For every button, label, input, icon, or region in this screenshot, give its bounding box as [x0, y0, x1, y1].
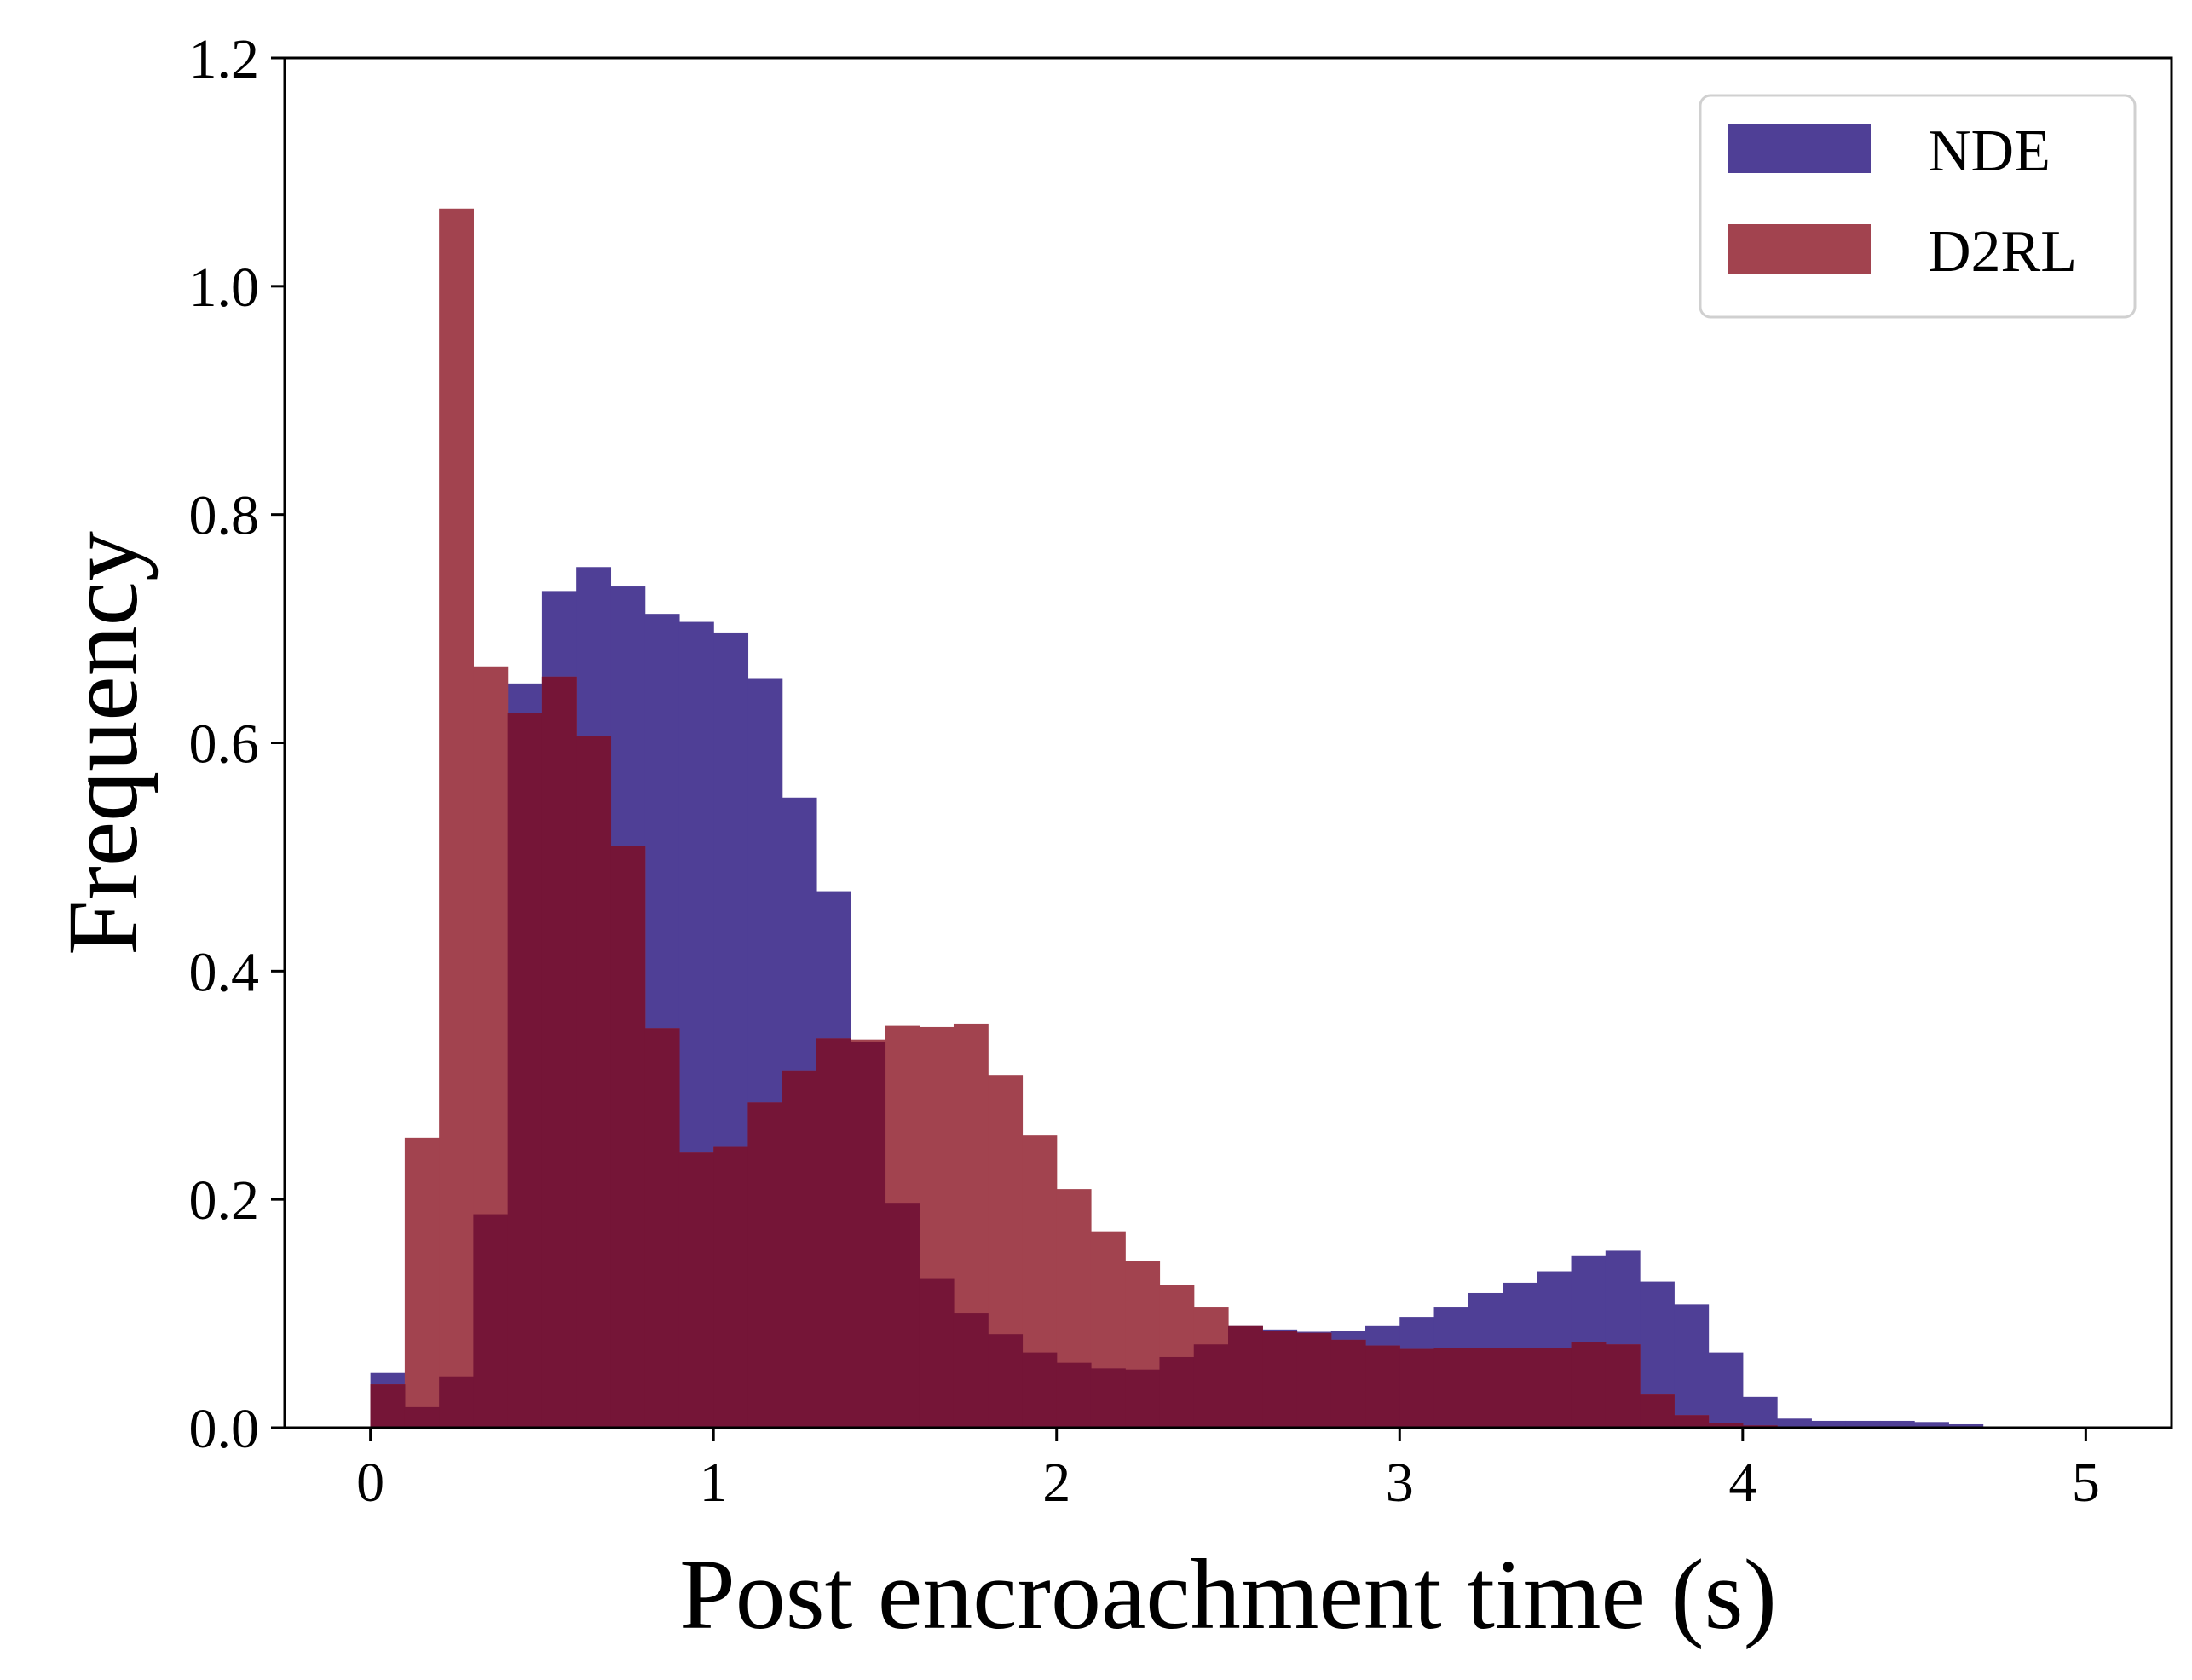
overlap-bar [1159, 1356, 1195, 1428]
legend-swatch-d2rl [1728, 224, 1871, 274]
overlap-bar [885, 1203, 920, 1428]
nde-bar [1879, 1420, 1915, 1428]
overlap-bar [782, 1070, 817, 1428]
y-tick-label: 0.6 [189, 713, 260, 776]
legend-label-d2rl: D2RL [1928, 219, 2077, 285]
overlap-bar [747, 1102, 783, 1428]
x-tick-label: 4 [1728, 1452, 1756, 1514]
overlap-bar [404, 1406, 440, 1428]
nde-bar [1742, 1396, 1778, 1428]
overlap-bar [988, 1334, 1024, 1428]
x-axis-ticks: 0 1 2 3 4 5 [356, 1428, 2100, 1514]
overlap-bar [1193, 1344, 1229, 1428]
overlap-bar [576, 736, 612, 1428]
overlap-bar [678, 1152, 714, 1428]
overlap-bar [1674, 1415, 1710, 1428]
overlap-bar [1330, 1339, 1366, 1428]
overlap-bar [1296, 1332, 1332, 1428]
x-tick-label: 5 [2072, 1452, 2100, 1514]
overlap-bar [439, 1376, 474, 1428]
overlap-bar [1022, 1352, 1058, 1428]
overlap-bar [953, 1313, 989, 1428]
x-tick-label: 1 [700, 1452, 728, 1514]
nde-bar [1948, 1423, 1984, 1428]
overlap-bar [1262, 1331, 1298, 1428]
nde-bar [1811, 1420, 1847, 1428]
overlap-bar [1571, 1342, 1607, 1428]
x-tick-label: 2 [1042, 1452, 1070, 1514]
nde-bar [1708, 1352, 1744, 1428]
y-tick-label: 1.0 [189, 257, 260, 319]
overlap-bar [816, 1038, 851, 1428]
overlap-bar [1503, 1348, 1537, 1428]
overlap-bars [370, 676, 1812, 1428]
nde-bar [1777, 1418, 1812, 1428]
y-tick-label: 1.2 [189, 28, 260, 90]
overlap-bar [1090, 1368, 1126, 1428]
overlap-bar [919, 1278, 955, 1428]
x-tick-label: 0 [356, 1452, 384, 1514]
overlap-bar [1433, 1348, 1469, 1428]
overlap-bar [473, 1214, 509, 1428]
overlap-bar [851, 1042, 886, 1428]
overlap-bar [1399, 1348, 1435, 1428]
x-axis-title: Post encroachment time (s) [679, 1539, 1777, 1650]
legend-label-nde: NDE [1928, 118, 2051, 184]
legend-swatch-nde [1728, 124, 1871, 173]
overlap-bar [1537, 1348, 1572, 1428]
y-axis-title: Frequency [47, 531, 159, 955]
y-axis-ticks: 0.0 0.2 0.4 0.6 0.8 1.0 1.2 [189, 28, 285, 1460]
overlap-bar [1365, 1345, 1400, 1428]
y-tick-label: 0.8 [189, 485, 260, 547]
overlap-bar [541, 676, 577, 1428]
nde-bar [1845, 1420, 1881, 1428]
legend: NDE D2RL [1699, 94, 2137, 319]
overlap-bar [507, 713, 543, 1428]
nde-bar [1914, 1422, 1949, 1428]
nde-bar [1674, 1304, 1710, 1428]
overlap-bar [1708, 1423, 1744, 1428]
y-tick-label: 0.0 [189, 1398, 260, 1460]
overlap-bar [610, 846, 646, 1428]
overlap-bar [1056, 1362, 1092, 1428]
x-tick-label: 3 [1386, 1452, 1414, 1514]
overlap-bar [1640, 1394, 1675, 1428]
overlap-bar [1228, 1325, 1263, 1428]
overlap-bar [713, 1146, 749, 1428]
overlap-bar [370, 1384, 406, 1428]
y-tick-label: 0.4 [189, 941, 260, 1003]
d2rl-bar [439, 208, 474, 1428]
overlap-bar [1125, 1369, 1161, 1428]
overlap-bar [1605, 1344, 1641, 1428]
overlap-bar [1468, 1348, 1503, 1428]
overlap-bar [644, 1028, 680, 1428]
d2rl-bar [404, 1137, 440, 1428]
y-tick-label: 0.2 [189, 1169, 260, 1232]
